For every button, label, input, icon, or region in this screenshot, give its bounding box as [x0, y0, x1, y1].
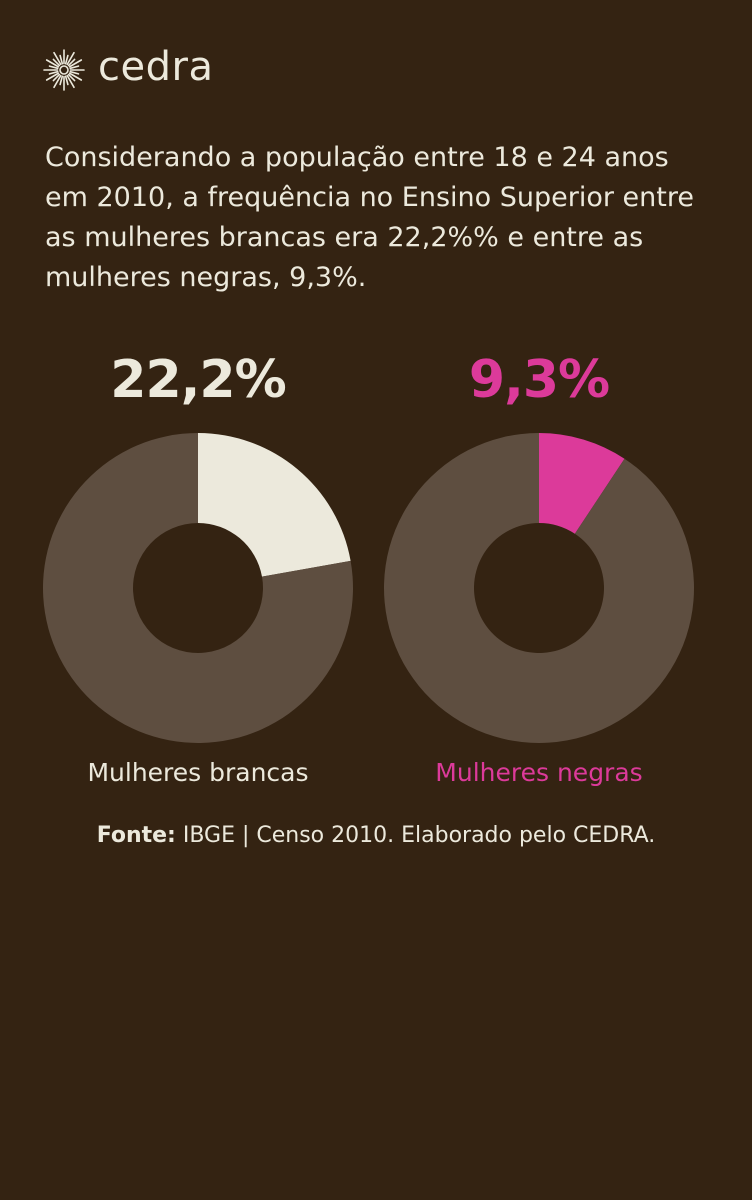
description-text: Considerando a população entre 18 e 24 a…	[45, 142, 694, 293]
donut-slice-highlight	[539, 433, 625, 534]
source-prefix: Fonte:	[96, 823, 176, 848]
chart-value-black-women: 9,3%	[468, 350, 610, 410]
donut-white-women	[42, 433, 353, 743]
chart-label-black-women: Mulheres negras	[435, 758, 643, 787]
chart-value-white-women: 22,2%	[110, 350, 286, 410]
chart-white-women: 22,2% Mulheres brancas	[42, 340, 354, 800]
source-text: IBGE | Censo 2010. Elaborado pelo CEDRA.	[175, 823, 656, 848]
chart-label-white-women: Mulheres brancas	[87, 758, 309, 787]
donut-black-women	[384, 433, 694, 743]
chart-black-women: 9,3% Mulheres negras	[383, 340, 695, 800]
sunburst-logo-icon	[43, 49, 85, 91]
donut-slice-highlight	[198, 433, 351, 577]
brand: cedra	[42, 40, 213, 100]
source-note: Fonte: IBGE | Censo 2010. Elaborado pelo…	[0, 818, 752, 854]
donut-slice-rest	[42, 433, 353, 743]
brand-name: cedra	[98, 44, 214, 90]
donut-slice-rest	[384, 433, 694, 743]
